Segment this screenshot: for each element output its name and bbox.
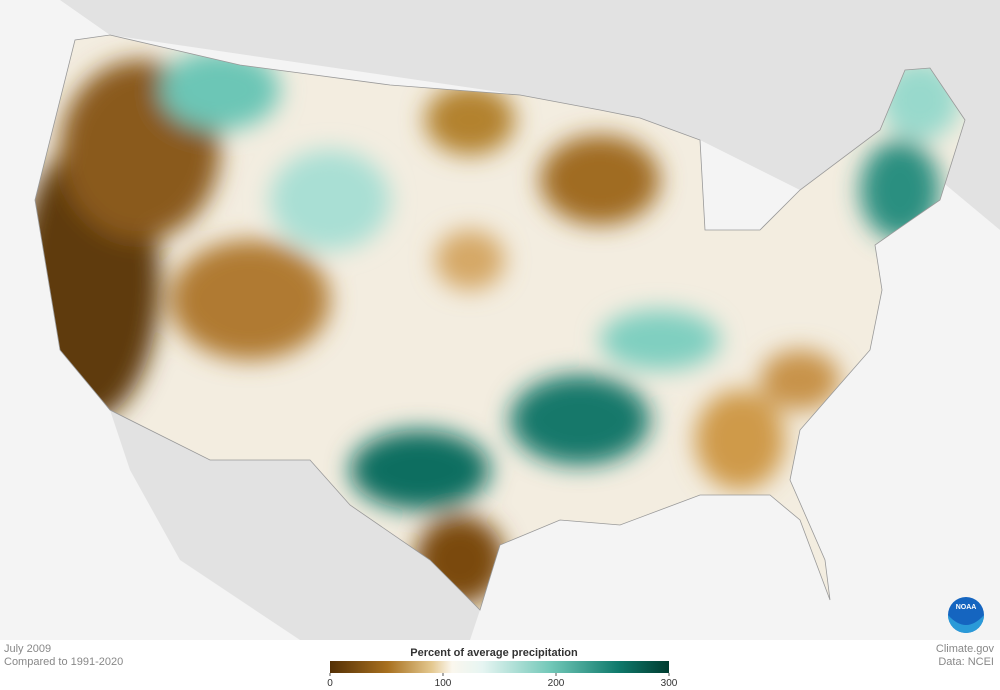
baseline-label: Compared to 1991-2020 (4, 656, 123, 668)
precip-fields (35, 50, 960, 605)
date-label: July 2009 (4, 643, 51, 655)
colorbar (330, 661, 669, 673)
logo-text: NOAA (956, 604, 977, 611)
data-credit: Data: NCEI (938, 656, 994, 668)
colorbar-tick-label: 200 (548, 678, 565, 689)
colorbar-tick-label: 300 (661, 678, 678, 689)
noaa-logo: NOAA (948, 597, 984, 633)
legend-title: Percent of average precipitation (410, 647, 578, 659)
precipitation-map (35, 35, 965, 610)
canada-land (60, 0, 1000, 230)
logo-wave (948, 615, 984, 633)
colorbar-tick-label: 0 (327, 678, 333, 689)
site-credit: Climate.gov (936, 643, 995, 655)
colorbar-tick-label: 100 (435, 678, 452, 689)
mexico-land (110, 410, 480, 640)
